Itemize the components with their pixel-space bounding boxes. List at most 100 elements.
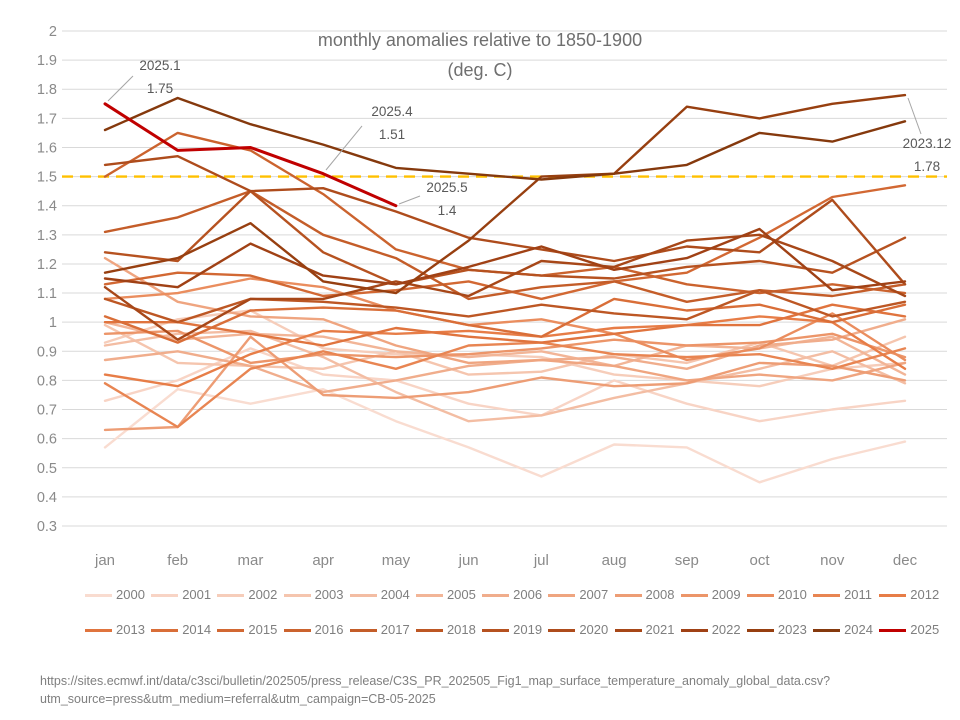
- legend-label-2017: 2017: [380, 622, 410, 637]
- legend-label-2023: 2023: [777, 622, 807, 637]
- series-line-2016: [103, 131, 907, 295]
- y-axis-tick-label: 0.8: [37, 373, 57, 389]
- y-axis-tick-label: 0.5: [37, 461, 57, 477]
- annotation-date-label: 2025.1: [139, 58, 180, 73]
- y-axis-tick-label: 1.1: [37, 286, 57, 302]
- legend-item-2024: 2024: [813, 622, 879, 638]
- legend-item-2006: 2006: [482, 587, 548, 603]
- y-axis-tick-label: 0.7: [37, 403, 57, 419]
- legend-label-2013: 2013: [116, 622, 145, 637]
- legend-swatch-2022: [680, 628, 708, 632]
- legend-item-2016: 2016: [283, 622, 350, 638]
- series-line-2013: [103, 303, 907, 347]
- series-line-2024: [103, 96, 907, 181]
- annotation-value-label: 1.4: [438, 203, 457, 218]
- y-axis-tick-label: 0.9: [37, 344, 57, 360]
- legend-row-2: 2013 2014 2015 2016 2017 2018 2019 2020 2021 2022…: [85, 622, 953, 638]
- series-line-2022: [103, 227, 907, 292]
- x-axis-month-label: jan: [94, 552, 115, 569]
- legend-label-2015: 2015: [248, 622, 278, 637]
- x-axis-month-label: jun: [458, 552, 479, 569]
- legend-swatch-2025: [879, 628, 907, 632]
- legend-item-2025: 2025: [879, 622, 945, 638]
- x-axis-month-label: sep: [675, 552, 699, 569]
- x-axis-month-label: aug: [602, 552, 627, 569]
- legend-item-2005: 2005: [415, 587, 482, 603]
- y-axis-tick-label: 1: [49, 315, 57, 331]
- legend-item-2009: 2009: [680, 587, 747, 603]
- legend-swatch-2003: [283, 593, 311, 597]
- legend-swatch-2006: [482, 593, 510, 597]
- legend-item-2003: 2003: [283, 587, 350, 603]
- source-url-line1: https://sites.ecmwf.int/data/c3sci/bulle…: [40, 674, 831, 688]
- legend-label-2001: 2001: [182, 587, 212, 602]
- series-line-2001: [103, 347, 907, 423]
- legend-swatch-2002: [217, 593, 245, 597]
- y-axis-tick-label: 1.7: [37, 111, 57, 127]
- legend-label-2006: 2006: [513, 587, 543, 602]
- series-line-2000: [103, 388, 907, 484]
- annotation-leader-line: [398, 195, 421, 205]
- legend-label-2011: 2011: [844, 587, 873, 602]
- legend-swatch-2016: [283, 628, 311, 632]
- annotation-leader-line: [325, 125, 363, 171]
- legend-item-2001: 2001: [151, 587, 217, 603]
- y-axis-tick-label: 0.3: [37, 519, 57, 535]
- y-axis-tick-label: 1.6: [37, 140, 57, 156]
- y-axis-tick-label: 1.8: [37, 82, 57, 98]
- legend-label-2021: 2021: [645, 622, 675, 637]
- legend-swatch-2011: [813, 593, 841, 597]
- x-axis-month-label: jul: [533, 552, 549, 569]
- legend-swatch-2005: [415, 593, 443, 597]
- legend-label-2020: 2020: [579, 622, 609, 637]
- legend-label-2004: 2004: [380, 587, 410, 602]
- y-axis-tick-label: 1.3: [37, 228, 57, 244]
- legend-item-2000: 2000: [85, 587, 151, 603]
- annotation-leader-line: [907, 97, 922, 135]
- y-axis-tick-label: 1.4: [37, 199, 57, 215]
- legend-label-2005: 2005: [446, 587, 476, 602]
- legend-swatch-2019: [482, 628, 510, 632]
- legend-item-2021: 2021: [614, 622, 681, 638]
- series-line-2018: [103, 289, 907, 324]
- legend-label-2024: 2024: [844, 622, 873, 637]
- legend-item-2022: 2022: [680, 622, 747, 638]
- y-axis-tick-label: 0.4: [37, 490, 57, 506]
- legend-row-1: 2000 2001 2002 2003 2004 2005 2006 2007 2008 2009…: [85, 587, 953, 603]
- x-axis-month-label: dec: [893, 552, 918, 569]
- series-line-2019: [103, 189, 907, 286]
- legend-item-2017: 2017: [349, 622, 416, 638]
- annotation-date-label: 2025.4: [371, 104, 413, 119]
- legend-item-2002: 2002: [217, 587, 283, 603]
- legend-swatch-2004: [349, 593, 377, 597]
- legend-swatch-2018: [415, 628, 443, 632]
- legend-item-2015: 2015: [217, 622, 283, 638]
- legend-swatch-2021: [614, 628, 642, 632]
- legend-item-2004: 2004: [349, 587, 416, 603]
- legend-item-2008: 2008: [614, 587, 681, 603]
- legend-item-2013: 2013: [85, 622, 151, 638]
- legend-swatch-2020: [548, 628, 576, 632]
- annotation-date-label: 2023.12: [903, 136, 952, 151]
- series-line-2014: [103, 297, 907, 344]
- x-axis-month-label: mar: [238, 552, 264, 569]
- x-axis-month-label: oct: [750, 552, 771, 569]
- annotation-value-label: 1.51: [379, 127, 405, 142]
- series-line-2023: [103, 93, 907, 295]
- legend-item-2023: 2023: [746, 622, 813, 638]
- legend-swatch-2001: [151, 593, 179, 597]
- chart-title: monthly anomalies relative to 1850-1900: [317, 30, 643, 50]
- legend-swatch-2015: [217, 628, 245, 632]
- legend-label-2025: 2025: [910, 622, 940, 637]
- legend-swatch-2012: [879, 593, 907, 597]
- legend-label-2014: 2014: [182, 622, 212, 637]
- legend-item-2007: 2007: [548, 587, 614, 603]
- legend-swatch-2014: [151, 628, 179, 632]
- annotation-value-label: 1.78: [914, 159, 940, 174]
- legend-swatch-2009: [680, 593, 708, 597]
- legend-label-2000: 2000: [116, 587, 145, 602]
- legend-label-2003: 2003: [314, 587, 344, 602]
- y-axis-tick-label: 0.6: [37, 432, 57, 448]
- legend-label-2018: 2018: [446, 622, 476, 637]
